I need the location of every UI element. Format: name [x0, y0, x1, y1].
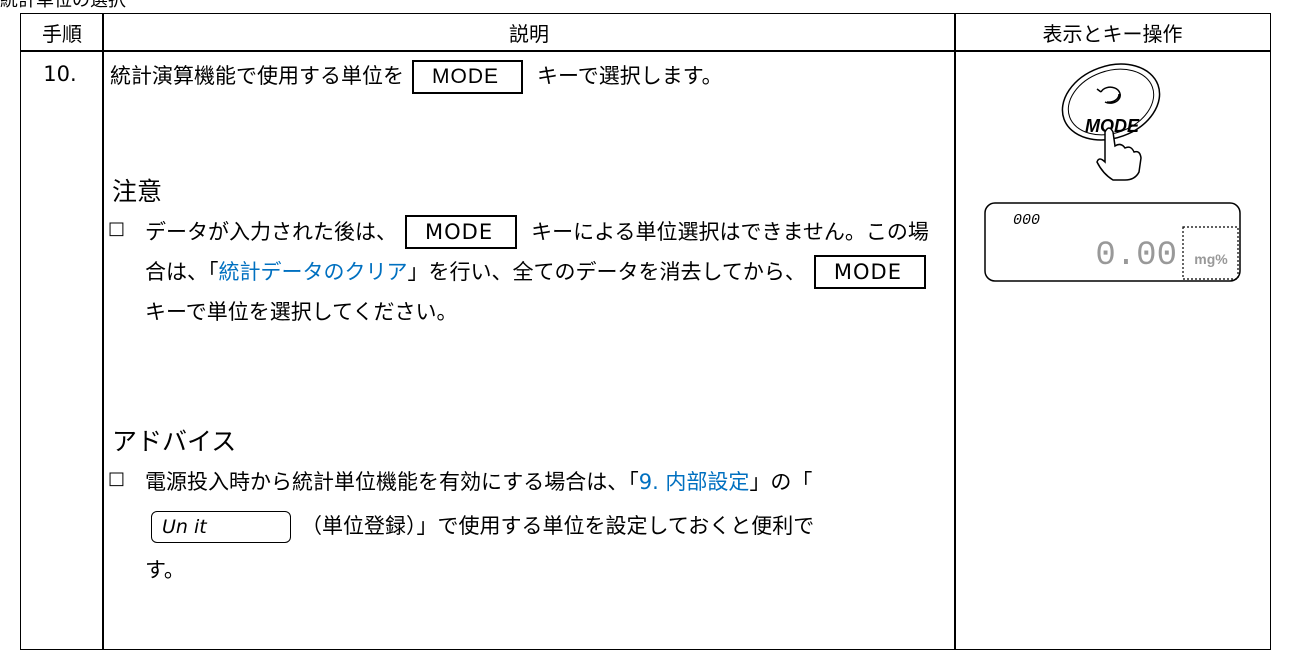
hand-icon: [1096, 127, 1142, 181]
text: 統計演算機能で使用する単位を: [110, 64, 404, 88]
column-header: 手順: [20, 13, 104, 52]
figure: MODE 000 0.00 mg%: [984, 63, 1241, 282]
instruction: 統計演算機能で使用する単位を MODE キーで選択します。: [110, 59, 940, 94]
text: 電源投入時から統計単位機能を有効にする場合は、「: [145, 470, 639, 494]
section-title: 統計単位の選択: [0, 0, 126, 11]
step-cell: [20, 50, 104, 650]
unit-box: [1182, 226, 1239, 280]
bullet: □: [108, 218, 126, 239]
column-header: 説明: [102, 13, 956, 52]
link[interactable]: 統計データのクリア: [218, 260, 408, 284]
text: 」の「: [749, 470, 813, 494]
column-header: 表示とキー操作: [954, 13, 1271, 52]
text: キーで選択します。: [537, 64, 723, 88]
display-frame: [984, 202, 1241, 282]
advice-title: アドバイス: [112, 427, 237, 456]
step-number: 10.: [43, 62, 77, 86]
bullet: □: [108, 468, 126, 489]
link[interactable]: 9. 内部設定: [638, 470, 750, 494]
note-text: データが入力された後は、 MODE キーによる単位選択はできません。この場合は、「統…: [145, 212, 940, 332]
text: キーで単位を選択してください。: [145, 300, 458, 324]
display-small: 000: [1013, 212, 1040, 229]
key-label: MODE: [405, 215, 518, 249]
text: 」を行い、全てのデータを消去してから、: [407, 260, 806, 284]
key-outline: [1067, 68, 1155, 136]
key-label: MODE: [1085, 116, 1140, 136]
text: データが入力された後は、: [145, 220, 397, 244]
display-unit: mg%: [1194, 251, 1228, 267]
display-main: 0.00: [1095, 237, 1177, 275]
text: （単位登録）」で使用する単位を設定しておくと便利です。: [145, 514, 815, 582]
key-label: MODE: [412, 60, 523, 94]
note-title: 注意: [112, 177, 163, 206]
key-label: MODE: [813, 255, 926, 289]
mode-icon: [1096, 86, 1121, 104]
advice-text: 電源投入時から統計単位機能を有効にする場合は、「9. 内部設定」の「 Un it （…: [145, 460, 845, 592]
segment-display: Un it: [151, 511, 291, 543]
text: キーによる単位選択はできません。この場合は、「: [145, 220, 929, 284]
